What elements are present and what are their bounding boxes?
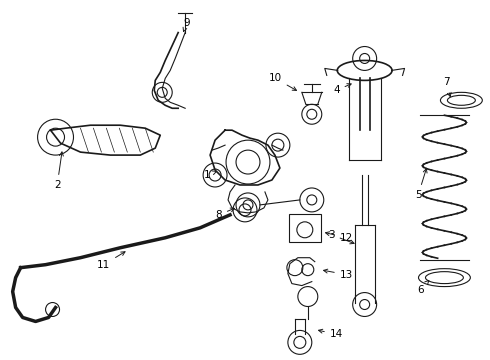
Text: 5: 5 <box>415 169 427 200</box>
Text: 3: 3 <box>328 230 354 244</box>
Text: 14: 14 <box>318 329 343 339</box>
Text: 11: 11 <box>97 252 125 270</box>
Text: 8: 8 <box>216 208 234 220</box>
Text: 4: 4 <box>333 84 351 95</box>
Text: 13: 13 <box>323 269 353 280</box>
Text: 2: 2 <box>54 152 63 190</box>
Text: 10: 10 <box>269 73 296 90</box>
Text: 6: 6 <box>417 280 429 294</box>
Text: 7: 7 <box>443 77 451 96</box>
Text: 12: 12 <box>325 232 353 243</box>
Text: 1: 1 <box>203 170 217 180</box>
Text: 9: 9 <box>183 18 190 32</box>
Bar <box>289 214 321 242</box>
